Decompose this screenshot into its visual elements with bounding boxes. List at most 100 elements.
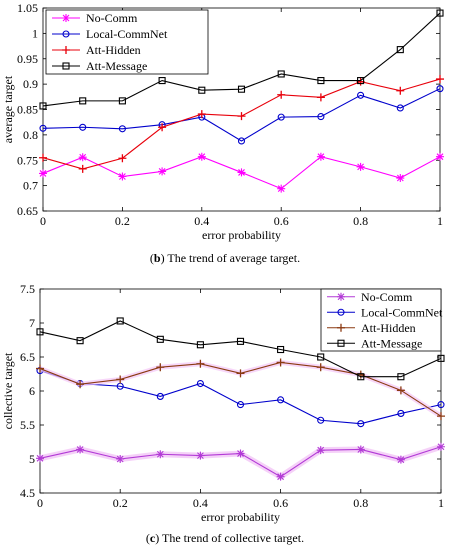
chart-c-series-att-message-point bbox=[156, 335, 164, 343]
chart-b-xtick-label: 0 bbox=[40, 214, 46, 228]
chart-c-ytick-label: 5.5 bbox=[20, 418, 35, 432]
chart-c-ytick-label: 7.5 bbox=[20, 282, 35, 296]
chart-b-series-att-hidden-point bbox=[39, 153, 47, 162]
chart-c-series-att-hidden-point bbox=[437, 412, 445, 421]
chart-b-legend-marker bbox=[62, 14, 70, 22]
chart-b-series-att-message-point bbox=[396, 46, 404, 54]
chart-b-legend-label: Att-Message bbox=[86, 59, 147, 73]
chart-c-series-att-hidden-point bbox=[236, 369, 245, 378]
chart-c-legend-marker bbox=[337, 308, 345, 316]
chart-b-series-att-message-line bbox=[42, 12, 441, 107]
chart-b-xtick-label: 0.6 bbox=[274, 214, 289, 228]
chart-c-legend-marker bbox=[337, 339, 345, 347]
chart-c-series-no-comm-point bbox=[76, 445, 85, 454]
chart-b-series-local-commnet-point bbox=[79, 123, 87, 131]
chart-b-series-local-commnet-point bbox=[436, 85, 444, 93]
chart-b-legend-label: Local-CommNet bbox=[86, 27, 168, 41]
chart-b-xtick-label: 0.2 bbox=[115, 214, 130, 228]
chart-c-ytick-label: 7 bbox=[29, 316, 35, 330]
chart-b-ytick-label: 0.65 bbox=[17, 204, 38, 218]
chart-b-legend-box bbox=[45, 9, 209, 75]
chart-b-series-local-commnet-line bbox=[42, 88, 441, 142]
chart-c-series-no-comm-point bbox=[196, 451, 205, 460]
chart-b-xtick-label: 0.8 bbox=[353, 214, 368, 228]
chart-b-ytick-label: 0.95 bbox=[17, 52, 38, 66]
chart-c-series-att-message-point bbox=[317, 353, 325, 361]
chart-c-series-att-hidden-point bbox=[316, 363, 325, 372]
chart-c-series-no-comm-point bbox=[316, 446, 325, 455]
chart-b-series-no-comm-point bbox=[356, 162, 365, 171]
chart-b-series-att-hidden-point bbox=[197, 110, 206, 119]
chart-b-series-att-hidden-point bbox=[396, 86, 405, 95]
chart-b-ytick-label: 0.9 bbox=[23, 77, 38, 91]
chart-b-xtick-label: 0.4 bbox=[194, 214, 209, 228]
chart-c-series-att-message-point bbox=[236, 337, 245, 345]
chart-b-series-att-message-point bbox=[79, 97, 87, 105]
chart-b-ylabel: average target bbox=[1, 75, 15, 143]
chart-b-series-local-commnet-point bbox=[39, 124, 47, 132]
chart-c-series-no-comm-point bbox=[36, 454, 44, 463]
chart-c-series-att-hidden-point bbox=[76, 380, 85, 389]
chart-b-series-no-comm-point bbox=[78, 153, 87, 162]
chart-b-series-att-hidden-point bbox=[436, 75, 444, 84]
caption-c: (c) The trend of collective target. bbox=[145, 531, 305, 545]
chart-b-series-att-message-point bbox=[118, 97, 126, 105]
chart-c-series-att-hidden-point bbox=[276, 358, 285, 367]
chart-b-series-att-hidden-point bbox=[158, 123, 167, 132]
chart-c-series-no-comm bbox=[36, 442, 445, 481]
caption-b: (b) The trend of average target. bbox=[149, 251, 301, 265]
chart-b-ytick-label: 0.8 bbox=[23, 128, 38, 142]
chart-c-series-att-hidden-point bbox=[156, 363, 165, 372]
chart-c-series-local-commnet-point bbox=[156, 392, 164, 400]
chart-c-series-att-message-point bbox=[76, 337, 84, 345]
chart-b-xlabel: error probability bbox=[202, 228, 281, 242]
chart-b-series-no-comm-point bbox=[237, 168, 246, 177]
chart-c-series-att-message bbox=[36, 317, 445, 381]
chart-b-legend-label: Att-Hidden bbox=[86, 43, 141, 57]
chart-b-ytick-label: 1 bbox=[32, 26, 38, 40]
chart-b-legend-marker bbox=[62, 30, 70, 38]
chart-c-xtick-label: 0.4 bbox=[193, 496, 208, 510]
chart-c-series-att-message-point bbox=[437, 354, 445, 362]
chart-b-series-local-commnet bbox=[39, 85, 444, 145]
chart-c-series-no-comm-point bbox=[356, 445, 365, 454]
chart-c-legend-label: Local-CommNet bbox=[361, 305, 443, 319]
chart-c-series-local-commnet-point bbox=[277, 396, 285, 404]
chart-b-series-att-hidden bbox=[39, 75, 444, 173]
chart-b-legend-marker bbox=[62, 62, 70, 70]
chart-c-xtick-label: 0 bbox=[37, 496, 43, 510]
chart-b-series-no-comm-point bbox=[316, 152, 325, 161]
chart-c-series-local-commnet-point bbox=[317, 416, 325, 424]
chart-c-series-att-hidden-point bbox=[396, 386, 405, 395]
chart-b-series-att-message-point bbox=[158, 77, 166, 85]
chart-c-legend-marker bbox=[337, 292, 345, 301]
chart-b-legend-marker bbox=[62, 46, 70, 54]
chart-c-series-local-commnet-point bbox=[397, 409, 405, 417]
chart-c-series-att-message-point bbox=[277, 345, 285, 354]
chart-c-xtick-label: 0.8 bbox=[353, 496, 368, 510]
chart-c-legend-label: Att-Hidden bbox=[361, 321, 416, 335]
chart-c-series-local-commnet-point bbox=[196, 379, 204, 388]
chart-b-series-att-message-point bbox=[237, 85, 246, 93]
chart-b-series-local-commnet-point bbox=[118, 125, 126, 133]
chart-c-series-att-hidden bbox=[36, 358, 445, 421]
chart-b-series-no-comm bbox=[39, 152, 444, 193]
chart-b-ytick-label: 0.85 bbox=[17, 103, 38, 117]
chart-c-xlabel: error probability bbox=[201, 510, 280, 524]
chart-b-series-no-comm-point bbox=[436, 152, 444, 161]
chart-c-series-att-hidden-point bbox=[36, 364, 44, 373]
chart-b-series-no-comm-point bbox=[396, 174, 405, 183]
chart-b-series-no-comm-point bbox=[158, 167, 167, 176]
chart-b-series-att-message-point bbox=[436, 9, 444, 17]
chart-b-series-att-hidden-point bbox=[118, 154, 127, 163]
chart-c-series-att-message-point bbox=[397, 373, 405, 381]
caption-c-text: The trend of collective target. bbox=[162, 531, 305, 545]
chart-c-series-att-message-point bbox=[116, 317, 124, 325]
chart-b-legend: No-Comm Local-CommNet Att-Hidden Att-Messag… bbox=[45, 9, 209, 75]
chart-c-series-no-comm-point bbox=[276, 472, 285, 481]
chart-b-series-att-hidden-point bbox=[237, 112, 246, 121]
chart-c-ylabel: collective target bbox=[1, 352, 15, 429]
chart-c-xtick-label: 1 bbox=[438, 496, 444, 510]
chart-b-series-att-message-point bbox=[277, 70, 285, 78]
